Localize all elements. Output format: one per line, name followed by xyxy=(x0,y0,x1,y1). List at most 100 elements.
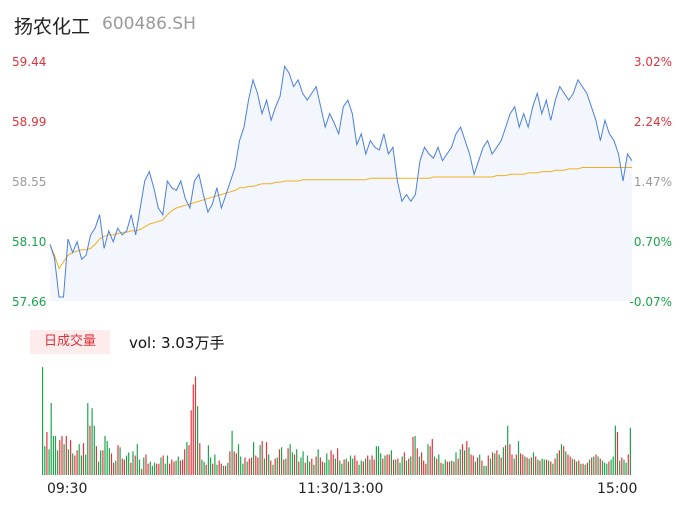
volume-bar xyxy=(154,462,156,475)
volume-bar xyxy=(240,456,242,475)
price-tick-top: 59.44 xyxy=(12,55,47,69)
volume-bar xyxy=(550,461,552,475)
volume-bar xyxy=(160,457,162,475)
volume-bar xyxy=(330,450,332,475)
pct-tick-2: 2.24% xyxy=(633,115,672,129)
volume-bar xyxy=(457,458,459,475)
volume-bar xyxy=(102,450,104,475)
volume-bar xyxy=(225,465,227,475)
volume-bar xyxy=(143,457,145,475)
volume-bar xyxy=(505,445,507,475)
volume-bar xyxy=(283,459,285,475)
volume-bar xyxy=(373,459,375,475)
volume-bar xyxy=(576,461,578,475)
volume-bar xyxy=(541,458,543,475)
volume-bar xyxy=(563,446,565,475)
volume-bar xyxy=(82,443,85,475)
volume-bar xyxy=(627,454,629,475)
volume-bar xyxy=(296,449,298,475)
volume-bar xyxy=(151,465,153,475)
volume-bar xyxy=(311,458,313,475)
volume-bar xyxy=(354,455,356,475)
volume-bar xyxy=(515,454,517,475)
volume-bar xyxy=(474,461,476,475)
volume-bar xyxy=(257,457,259,475)
volume-bar xyxy=(539,460,541,475)
volume-bar xyxy=(455,452,457,475)
volume-bar xyxy=(382,458,384,475)
volume-bar xyxy=(393,459,395,475)
volume-bar xyxy=(63,444,65,475)
volume-bar xyxy=(188,445,190,475)
volume-bar xyxy=(429,446,431,475)
volume-bar xyxy=(528,458,530,475)
volume-bar xyxy=(192,384,194,475)
volume-bar xyxy=(414,436,416,475)
volume-tag: 日成交量 xyxy=(30,330,110,354)
volume-bar xyxy=(578,460,580,475)
volume-bar xyxy=(530,457,532,475)
volume-bar xyxy=(496,450,498,475)
price-tick-4: 58.10 xyxy=(12,235,47,249)
volume-bar xyxy=(619,460,621,475)
volume-bar xyxy=(70,440,72,475)
volume-bar xyxy=(371,455,373,475)
volume-bar xyxy=(134,455,136,475)
price-line xyxy=(49,65,633,298)
volume-bar xyxy=(263,458,265,475)
volume-bar xyxy=(119,447,121,475)
pct-tick-top: 3.02% xyxy=(633,55,672,69)
volume-bar xyxy=(166,455,169,475)
volume-bar xyxy=(388,454,390,475)
volume-bar xyxy=(412,437,414,475)
volume-bar xyxy=(287,448,289,475)
volume-bar xyxy=(244,457,246,475)
volume-bar xyxy=(595,454,597,475)
volume-bar xyxy=(205,464,207,475)
volume-bar xyxy=(255,455,257,475)
volume-bar xyxy=(545,459,548,475)
volume-bar xyxy=(117,445,119,475)
volume-bar xyxy=(110,453,113,475)
volume-bar xyxy=(237,444,240,475)
volume-bar xyxy=(171,459,173,475)
volume-bar xyxy=(130,462,132,475)
volume-bar xyxy=(513,458,515,475)
volume-bar xyxy=(274,458,276,475)
volume-bar xyxy=(313,464,315,475)
volume-bar xyxy=(233,451,235,475)
volume-bar xyxy=(207,445,209,475)
volume-bar xyxy=(573,459,576,475)
volume-bar xyxy=(46,431,48,475)
volume-bar xyxy=(492,452,494,475)
volume-bar xyxy=(606,463,608,475)
volume-chart xyxy=(42,367,631,475)
volume-bar xyxy=(332,454,334,475)
volume-bar xyxy=(175,460,177,475)
volume-bar xyxy=(597,456,599,475)
volume-bar xyxy=(293,454,296,475)
volume-bar xyxy=(481,460,483,475)
volume-bar xyxy=(203,461,205,475)
volume-bar xyxy=(421,452,423,475)
volume-bar xyxy=(399,462,401,475)
volume-bar xyxy=(324,462,326,475)
volume-bar xyxy=(479,454,481,475)
volume-bar xyxy=(261,441,263,475)
volume-bar xyxy=(593,456,595,475)
volume-bar xyxy=(500,457,502,475)
pct-tick-bottom: -0.07% xyxy=(629,295,672,309)
volume-bar xyxy=(403,452,405,475)
volume-bar xyxy=(184,449,186,475)
price-tick-2: 58.99 xyxy=(12,115,47,129)
volume-bar xyxy=(265,442,268,475)
volume-bar xyxy=(104,436,106,475)
volume-bar xyxy=(108,448,110,475)
volume-bar xyxy=(380,453,382,475)
volume-bar xyxy=(502,447,504,475)
volume-bar xyxy=(48,449,50,475)
volume-bar xyxy=(367,455,369,475)
volume-bar xyxy=(444,459,446,475)
volume-bar xyxy=(410,456,412,475)
volume-bar xyxy=(315,456,317,475)
